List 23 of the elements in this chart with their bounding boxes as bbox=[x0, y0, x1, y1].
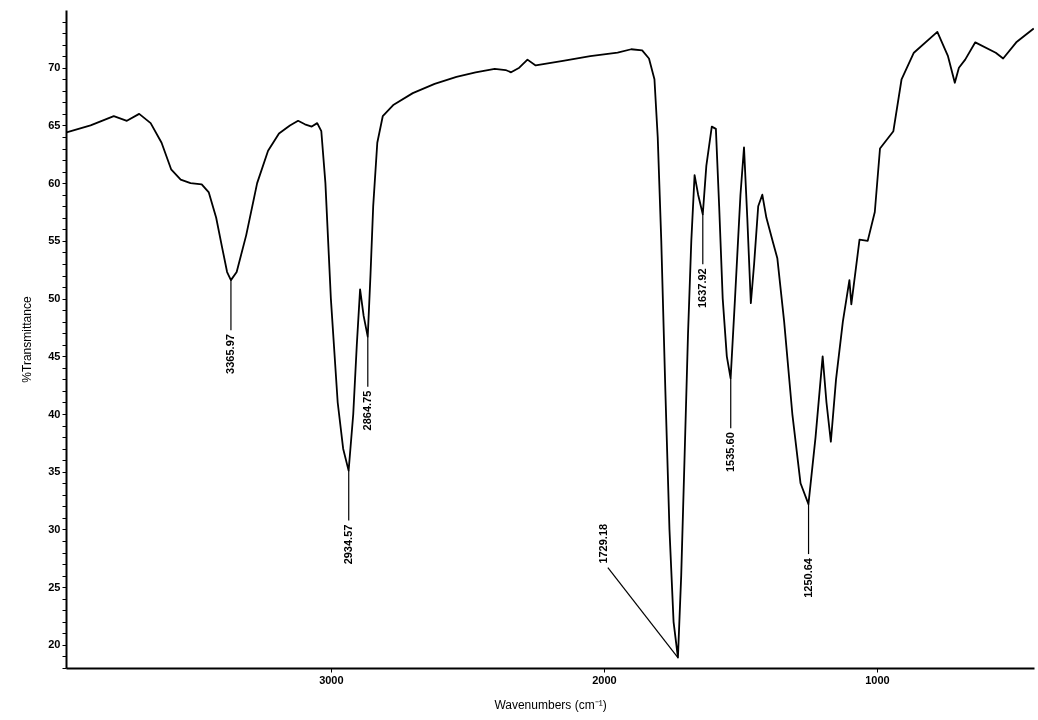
y-tick-label: 55 bbox=[48, 234, 61, 247]
x-tick-label: 2000 bbox=[592, 673, 617, 686]
annotation: 2864.75 bbox=[360, 390, 373, 431]
annotation: 1535.60 bbox=[723, 432, 736, 473]
y-tick-label: 65 bbox=[48, 118, 61, 131]
annotation: 3365.97 bbox=[223, 334, 236, 374]
annotation: 1637.92 bbox=[695, 268, 708, 309]
y-tick-label: 50 bbox=[48, 292, 61, 305]
x-tick-label: 3000 bbox=[319, 673, 344, 686]
y-tick-label: 60 bbox=[48, 176, 61, 189]
annotation: 2934.57 bbox=[341, 524, 354, 565]
y-tick-label: 25 bbox=[48, 580, 61, 593]
y-axis-title: %Transmittance bbox=[20, 296, 35, 383]
y-tick-label: 70 bbox=[48, 61, 61, 74]
x-tick-label: 1000 bbox=[865, 673, 890, 686]
y-tick-label: 35 bbox=[48, 465, 61, 478]
annotation: 1250.64 bbox=[801, 557, 814, 598]
x-axis-title: Wavenumbers (cm⁻¹) bbox=[494, 697, 607, 712]
annotation: 1729.18 bbox=[596, 523, 609, 564]
y-tick-label: 20 bbox=[48, 638, 61, 651]
y-tick-label: 40 bbox=[48, 407, 61, 420]
y-tick-label: 45 bbox=[48, 349, 61, 362]
y-tick-label: 30 bbox=[48, 522, 61, 535]
